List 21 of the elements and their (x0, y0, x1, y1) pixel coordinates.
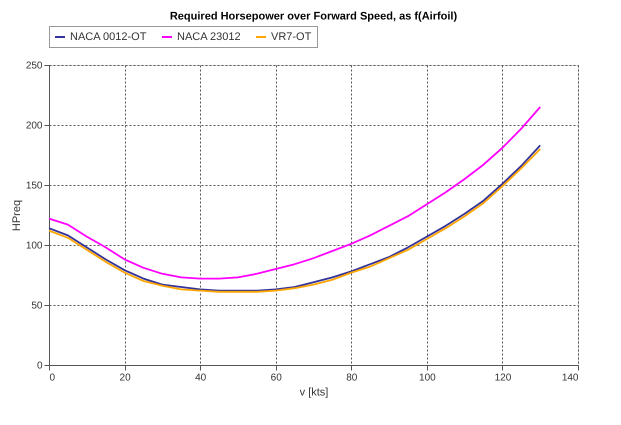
y-tick-label: 200 (26, 120, 43, 132)
x-axis-title: v [kts] (300, 386, 328, 398)
y-tick-label: 250 (26, 60, 43, 72)
y-tick-label: 50 (31, 300, 43, 312)
x-tick-label: 0 (50, 372, 56, 384)
line-series (48, 106, 542, 280)
x-tick-label: 80 (346, 372, 358, 384)
y-axis-title: HPreq (10, 200, 23, 232)
chart-title: Required Horsepower over Forward Speed, as f(Airfoil) (170, 10, 458, 22)
legend-label: VR7-OT (271, 31, 312, 43)
legend-label: NACA 23012 (177, 31, 241, 43)
y-tick-label: 150 (26, 180, 43, 192)
x-tick-label: 60 (270, 372, 282, 384)
x-tick-label: 140 (562, 372, 579, 384)
x-tick-label: 120 (494, 372, 512, 384)
y-tick-label: 0 (36, 360, 43, 372)
x-tick-label: 20 (120, 372, 132, 384)
x-tick-label: 40 (195, 372, 207, 384)
y-tick-label: 100 (26, 240, 43, 252)
legend-label: NACA 0012-OT (70, 31, 147, 43)
x-tick-label: 100 (419, 372, 436, 384)
